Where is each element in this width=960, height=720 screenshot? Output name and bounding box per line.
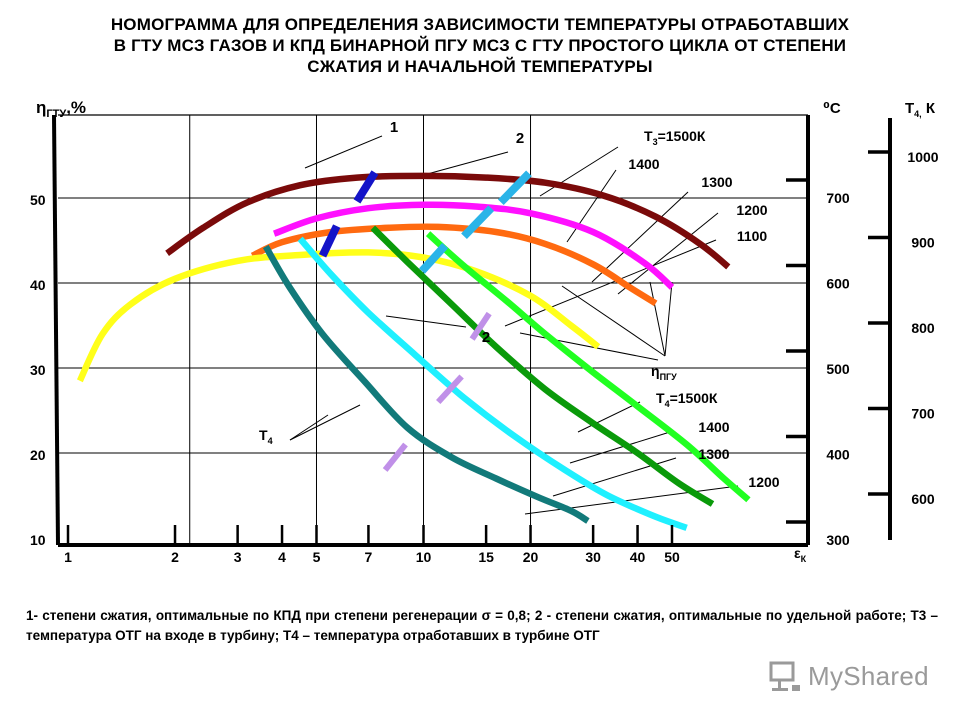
- marker-2-mid-label: 2: [482, 329, 490, 346]
- t3-1200-label: 1200: [736, 202, 767, 218]
- celsius-tick-label-0: 300: [826, 532, 850, 548]
- x-tick-label-11: 50: [664, 549, 680, 565]
- x-tick-label-5: 7: [365, 549, 373, 565]
- leader-line-6: [504, 239, 717, 327]
- eta-pgu-label: ηПГУ: [651, 363, 677, 382]
- title-line-3: СЖАТИЯ И НАЧАЛЬНОЙ ТЕМПЕРАТУРЫ: [307, 57, 653, 76]
- marker-segments: [318, 170, 532, 472]
- t4-mark-0: [469, 311, 492, 341]
- watermark: MyShared: [768, 656, 929, 696]
- y-tick-label-1: 20: [30, 447, 46, 463]
- temperature-curve-1: [425, 231, 751, 503]
- leader-line-17: [289, 404, 361, 441]
- celsius-tick-label-3: 600: [826, 276, 850, 292]
- t4-1500-label: Т4=1500К: [656, 390, 718, 409]
- t4-1200-label: 1200: [748, 474, 779, 490]
- x-tick-label-2: 3: [234, 549, 242, 565]
- temperature-curve-2: [297, 236, 688, 531]
- y-tick-label-4: 50: [30, 192, 46, 208]
- temperature-curve-3: [262, 244, 590, 524]
- leader-line-13: [569, 431, 671, 464]
- kelvin-tick-label-2: 800: [911, 320, 935, 336]
- kelvin-tick-label-4: 1000: [907, 149, 938, 165]
- kelvin-tick-label-3: 900: [911, 235, 935, 251]
- leader-line-4: [591, 191, 689, 283]
- kelvin-axis-label: Т4, К: [905, 100, 936, 119]
- grid: [58, 115, 808, 545]
- y-tick-label-3: 40: [30, 277, 46, 293]
- y-axis-line: [52, 114, 60, 546]
- efficiency-curve-0: [165, 172, 731, 270]
- title-line-1: НОМОГРАММА ДЛЯ ОПРЕДЕЛЕНИЯ ЗАВИСИМОСТИ Т…: [110, 15, 850, 34]
- kelvin-tick-label-0: 600: [911, 491, 935, 507]
- y-tick-label-2: 30: [30, 362, 46, 378]
- chart-title: НОМОГРАММА ДЛЯ ОПРЕДЕЛЕНИЯ ЗАВИСИМОСТИ Т…: [0, 14, 960, 77]
- leader-line-8: [664, 281, 673, 357]
- leader-line-1: [419, 151, 509, 177]
- leader-line-2: [539, 146, 619, 197]
- axes: [52, 114, 892, 547]
- marker-2-top-label: 2: [516, 130, 524, 147]
- leader-line-7: [649, 281, 666, 357]
- kelvin-tick-label-1: 700: [911, 406, 935, 422]
- x-tick-label-6: 10: [416, 549, 432, 565]
- x-tick-label-3: 4: [278, 549, 286, 565]
- leader-line-10: [519, 332, 659, 361]
- leader-line-0: [304, 135, 383, 169]
- x-tick-label-1: 2: [171, 549, 179, 565]
- optimum-mark-1-0: [353, 170, 379, 204]
- t3-1400-label: 1400: [628, 156, 659, 172]
- optimum-mark-2-2: [418, 242, 449, 274]
- optimum-mark-2-0: [497, 170, 532, 206]
- leader-line-5: [617, 212, 719, 295]
- t3-1500-label: Т3=1500К: [644, 128, 706, 147]
- x-tick-label-0: 1: [64, 549, 72, 565]
- leader-line-9: [561, 285, 666, 357]
- efficiency-curve-1: [272, 201, 675, 290]
- t4-mark-1: [436, 374, 464, 405]
- celsius-axis-label: ⁰С: [823, 100, 841, 117]
- title-line-2: В ГТУ МСЗ ГАЗОВ И КПД БИНАРНОЙ ПГУ МСЗ С…: [113, 36, 847, 55]
- t4-1400-label: 1400: [698, 419, 729, 435]
- leader-line-16: [289, 414, 329, 441]
- labels: 1 2 3 4 5 7 10 15 20 30 40 50 εК 10 20 30 40 50 ηГТУ,% 300 4…: [30, 98, 939, 565]
- celsius-tick-label-1: 400: [826, 447, 850, 463]
- efficiency-curve-3: [76, 249, 601, 383]
- t4-1300-label: 1300: [698, 446, 729, 462]
- x-tick-label-4: 5: [313, 549, 321, 565]
- leader-line-11: [385, 315, 467, 328]
- leader-line-3: [566, 169, 617, 243]
- t3-1300-label: 1300: [701, 174, 732, 190]
- x-tick-label-7: 15: [478, 549, 494, 565]
- presentation-icon: [769, 661, 800, 691]
- nomogram-chart: 1 2 3 4 5 7 10 15 20 30 40 50 εК 10 20 30 40 50 ηГТУ,% 300 4…: [30, 98, 939, 565]
- y-tick-label-0: 10: [30, 532, 46, 548]
- watermark-text: MyShared: [808, 660, 929, 691]
- celsius-tick-label-2: 500: [826, 361, 850, 377]
- t4-mark-2: [382, 442, 408, 472]
- leader-line-12: [577, 401, 641, 433]
- x-axis-label: εК: [794, 545, 807, 564]
- figure-caption: 1- степени сжатия, оптимальные по КПД пр…: [26, 608, 938, 643]
- t3-1100-label: 1100: [737, 228, 768, 244]
- x-tick-label-8: 20: [523, 549, 539, 565]
- y-axis-label: ηГТУ,%: [36, 98, 86, 120]
- celsius-tick-label-4: 700: [826, 190, 850, 206]
- t4-left-label: Т4: [259, 427, 273, 446]
- x-tick-label-9: 30: [585, 549, 601, 565]
- temperature-curve-0: [370, 225, 715, 507]
- x-tick-label-10: 40: [630, 549, 646, 565]
- optimum-mark-2-1: [461, 205, 495, 240]
- optimum-mark-1-1: [318, 224, 341, 258]
- curves: [76, 172, 751, 531]
- marker-1-label: 1: [390, 119, 398, 136]
